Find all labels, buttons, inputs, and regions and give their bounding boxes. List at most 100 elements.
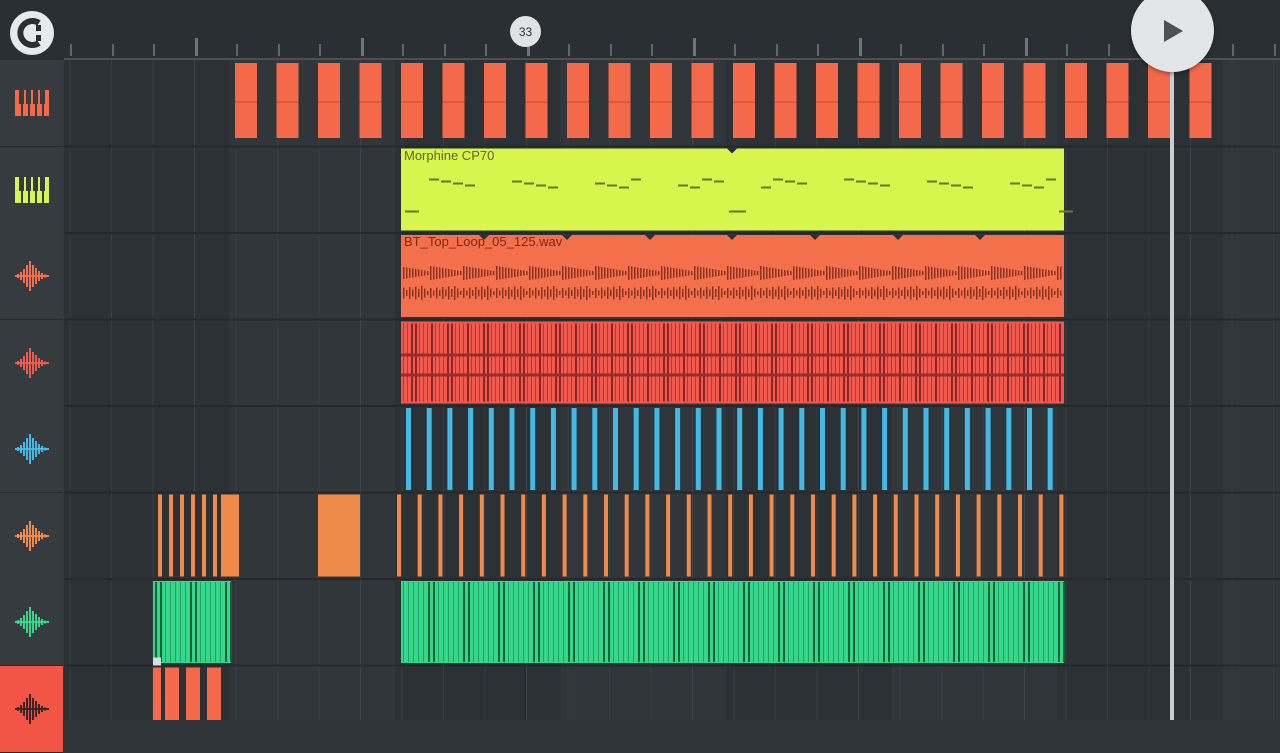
perc-clip[interactable] [397,495,401,577]
perc-clip[interactable] [521,495,525,577]
perc-clip[interactable] [708,495,712,577]
hihat-clip[interactable] [675,408,680,490]
perc-clip[interactable] [563,495,567,577]
selected-track-clip[interactable] [207,668,221,721]
perc-clip[interactable] [318,495,360,577]
hihat-clip[interactable] [924,408,929,490]
perc-clip[interactable] [852,495,856,577]
hihat-clip[interactable] [986,408,991,490]
playhead-line[interactable] [1170,60,1174,720]
pattern-clip[interactable] [609,63,631,138]
selected-track-clip[interactable] [153,668,161,721]
hihat-clip[interactable] [551,408,556,490]
hihat-clip[interactable] [1027,408,1032,490]
synth-clip[interactable] [401,149,1064,231]
perc-clip[interactable] [873,495,877,577]
perc-clip[interactable] [213,495,217,577]
perc-clip[interactable] [1059,495,1063,577]
timeline-ruler[interactable] [0,0,1280,60]
hihat-clip[interactable] [468,408,473,490]
pattern-clip[interactable] [899,63,921,138]
perc-clip[interactable] [1018,495,1022,577]
selection-handle[interactable] [153,658,161,666]
perc-clip[interactable] [191,495,195,577]
perc-clip[interactable] [935,495,939,577]
hihat-clip[interactable] [779,408,784,490]
pattern-clip[interactable] [858,63,880,138]
pattern-clip[interactable] [1024,63,1046,138]
pattern-clip[interactable] [941,63,963,138]
perc-clip[interactable] [459,495,463,577]
perc-clip[interactable] [501,495,505,577]
perc-clip[interactable] [202,495,206,577]
hihat-clip[interactable] [634,408,639,490]
perc-clip[interactable] [1039,495,1043,577]
perc-clip[interactable] [915,495,919,577]
perc-clip[interactable] [158,495,162,577]
perc-clip[interactable] [418,495,422,577]
pattern-clip[interactable] [650,63,672,138]
perc-clip[interactable] [728,495,732,577]
selected-track-clip[interactable] [186,668,200,721]
hihat-clip[interactable] [1006,408,1011,490]
pattern-clip[interactable] [775,63,797,138]
perc-clip[interactable] [583,495,587,577]
track-header-8[interactable] [0,666,63,753]
hihat-clip[interactable] [572,408,577,490]
track-header-6[interactable] [0,493,63,580]
hihat-clip[interactable] [447,408,452,490]
hihat-clip[interactable] [944,408,949,490]
pattern-clip[interactable] [526,63,548,138]
pattern-clip[interactable] [401,63,423,138]
perc-clip[interactable] [169,495,173,577]
hihat-clip[interactable] [427,408,432,490]
hihat-clip[interactable] [903,408,908,490]
perc-clip[interactable] [832,495,836,577]
track-header-4[interactable] [0,320,63,407]
hihat-clip[interactable] [510,408,515,490]
chord-clip[interactable] [401,581,1064,663]
selected-track-clip[interactable] [165,668,179,721]
perc-clip[interactable] [625,495,629,577]
perc-clip[interactable] [811,495,815,577]
track-header-7[interactable] [0,579,63,666]
pattern-clip[interactable] [982,63,1004,138]
perc-clip[interactable] [666,495,670,577]
hihat-clip[interactable] [489,408,494,490]
hihat-clip[interactable] [882,408,887,490]
hihat-clip[interactable] [820,408,825,490]
loop-clip[interactable] [401,322,1064,404]
pattern-clip[interactable] [318,63,340,138]
perc-clip[interactable] [645,495,649,577]
hihat-clip[interactable] [696,408,701,490]
perc-clip[interactable] [687,495,691,577]
perc-clip[interactable] [180,495,184,577]
track-header-2[interactable] [0,147,63,234]
perc-clip[interactable] [977,495,981,577]
perc-clip[interactable] [894,495,898,577]
pattern-clip[interactable] [1065,63,1087,138]
playlist-canvas[interactable] [64,60,1280,720]
perc-clip[interactable] [542,495,546,577]
track-header-5[interactable] [0,406,63,493]
hihat-clip[interactable] [717,408,722,490]
song-position-marker[interactable]: 33 [510,16,541,47]
pattern-clip[interactable] [277,63,299,138]
hihat-clip[interactable] [406,408,411,490]
perc-clip[interactable] [221,495,239,577]
pattern-clip[interactable] [484,63,506,138]
app-logo-icon[interactable] [9,10,55,56]
hihat-clip[interactable] [965,408,970,490]
hihat-clip[interactable] [654,408,659,490]
pattern-clip[interactable] [360,63,382,138]
pattern-clip[interactable] [235,63,257,138]
perc-clip[interactable] [749,495,753,577]
hihat-clip[interactable] [613,408,618,490]
perc-clip[interactable] [997,495,1001,577]
pattern-clip[interactable] [816,63,838,138]
perc-clip[interactable] [604,495,608,577]
pattern-clip[interactable] [733,63,755,138]
track-header-3[interactable] [0,233,63,320]
perc-clip[interactable] [480,495,484,577]
perc-clip[interactable] [770,495,774,577]
